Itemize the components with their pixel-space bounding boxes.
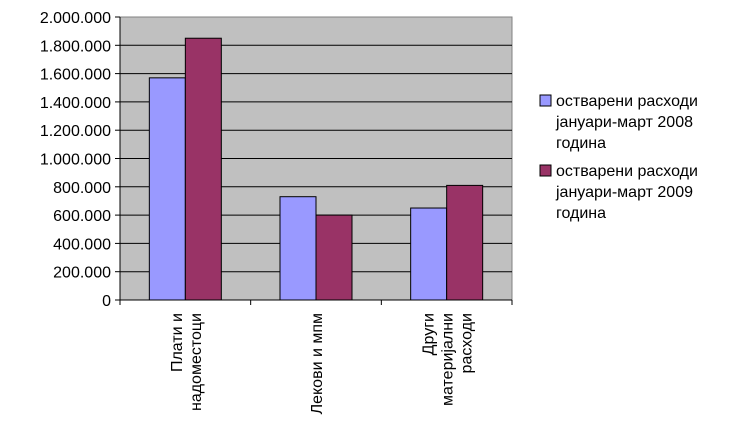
legend-label-line: остварени расходи xyxy=(556,93,698,110)
legend-swatch xyxy=(539,164,552,177)
category-label-line: надоместоци xyxy=(188,313,205,411)
y-tick-label: 1.800.000 xyxy=(40,38,111,55)
legend-label-line: јануари-март 2008 xyxy=(555,114,693,131)
bar-series-1-category-1 xyxy=(148,77,186,301)
legend-swatch xyxy=(539,94,552,107)
category-label-line: Лекови и мпм xyxy=(309,313,326,414)
bar-series-1-category-3 xyxy=(410,207,448,301)
y-tick-label: 1.600.000 xyxy=(40,67,111,84)
legend-label-line: јануари-март 2009 xyxy=(555,184,693,201)
legend-label-line: година xyxy=(556,135,606,152)
bar-series-1-category-2 xyxy=(279,196,317,301)
category-label-line: материјални xyxy=(440,313,457,406)
y-tick-label: 2.000.000 xyxy=(40,10,111,27)
legend-entry-1: остварени расходи јануари-март 2008 година xyxy=(539,93,698,152)
category-label-1: Плати и надоместоци xyxy=(169,313,205,411)
y-tick-label: 1.200.000 xyxy=(40,123,111,140)
bar-series-2-category-3 xyxy=(446,184,484,301)
y-tick-label: 0 xyxy=(102,293,111,310)
y-tick-label: 600.000 xyxy=(53,208,111,225)
y-tick-label: 400.000 xyxy=(53,236,111,253)
y-axis-tick-labels: 0 200.000 400.000 600.000 800.000 1.000.000 1.… xyxy=(40,10,111,310)
bar-series-2-category-2 xyxy=(315,214,353,301)
category-label-2: Лекови и мпм xyxy=(309,313,326,414)
category-label-line: Плати и xyxy=(169,313,186,372)
y-tick-label: 1.400.000 xyxy=(40,95,111,112)
x-axis-category-labels: Плати и надоместоци Лекови и мпм Други матер… xyxy=(169,313,476,414)
legend-entry-2: остварени расходи јануари-март 2009 година xyxy=(539,163,698,222)
bars xyxy=(148,37,484,301)
y-tick-label: 800.000 xyxy=(53,180,111,197)
legend-label-line: година xyxy=(556,205,606,222)
y-tick-label: 200.000 xyxy=(53,265,111,282)
category-label-line: Други xyxy=(421,313,438,355)
category-label-line: расходи xyxy=(459,313,476,373)
y-tick-label: 1.000.000 xyxy=(40,152,111,169)
legend-label-line: остварени расходи xyxy=(556,163,698,180)
axes xyxy=(115,16,513,305)
legend: остварени расходи јануари-март 2008 година… xyxy=(539,93,698,222)
bar-series-2-category-1 xyxy=(184,37,222,301)
category-label-3: Други материјални расходи xyxy=(421,313,476,406)
